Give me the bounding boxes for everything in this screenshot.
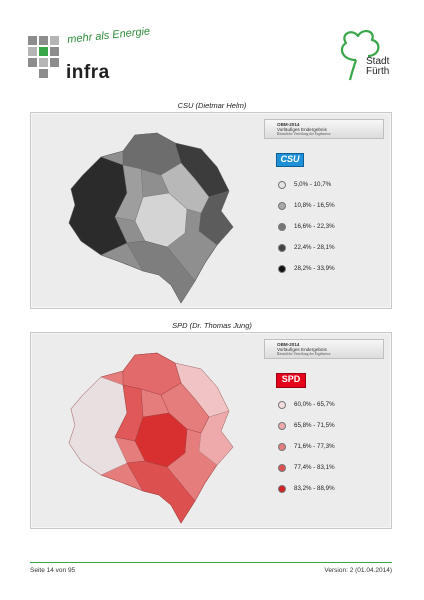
legend-swatch (278, 401, 286, 409)
page-number: Seite 14 von 95 (30, 567, 76, 574)
legend-swatch (278, 223, 286, 231)
legend-swatch (278, 181, 286, 189)
legend-subtitle: Vorläufiges Endergebnis (277, 347, 327, 352)
logo-square (39, 36, 48, 45)
district-map-csu (68, 132, 234, 304)
legend-label: 16,6% - 22,3% (294, 223, 335, 230)
district-west (68, 156, 128, 256)
legend-swatch (278, 202, 286, 210)
logo-square (28, 36, 37, 45)
document-version: Version: 2 (01.04.2014) (324, 567, 392, 574)
legend-header: OBM-2014 Vorläufiges Endergebnis Räumlic… (264, 119, 384, 139)
district-south (126, 240, 196, 304)
city-name: Stadt Fürth (366, 57, 389, 77)
legend-label: 83,2% - 88,9% (294, 485, 335, 492)
city-line-1: Stadt (366, 56, 390, 67)
logo-square (50, 47, 59, 56)
map-title-csu: CSU (Dietmar Helm) (177, 101, 247, 110)
legend-label: 71,6% - 77,3% (294, 443, 335, 450)
legend-label: 5,0% - 10,7% (294, 181, 332, 188)
legend-description: Räumliche Verteilung der Ergebnisse (277, 352, 331, 356)
district-inner-east (160, 382, 210, 434)
district-inner-east (160, 162, 210, 214)
legend-spd: OBM-2014 Vorläufiges Endergebnis Räumlic… (264, 339, 384, 524)
footer-divider (30, 562, 392, 563)
district-inner-west (114, 384, 144, 442)
map-panel-spd: OBM-2014 Vorläufiges Endergebnis Räumlic… (30, 332, 392, 529)
legend-description: Räumliche Verteilung der Ergebnisse (277, 132, 331, 136)
legend-header: OBM-2014 Vorläufiges Endergebnis Räumlic… (264, 339, 384, 359)
logo-square (39, 47, 48, 56)
district-inner-west (114, 164, 144, 222)
logo-square (50, 58, 59, 67)
legend-label: 60,0% - 65,7% (294, 401, 335, 408)
infra-slogan: mehr als Energie (66, 25, 151, 46)
legend-title: OBM-2014 (277, 122, 300, 127)
district-map-spd (68, 352, 234, 524)
legend-swatch (278, 422, 286, 430)
city-line-2: Fürth (366, 66, 390, 77)
legend-label: 10,8% - 16,5% (294, 202, 335, 209)
district-southeast (198, 190, 234, 246)
infra-logo: infra mehr als Energie (28, 25, 168, 92)
legend-subtitle: Vorläufiges Endergebnis (277, 127, 327, 132)
logo-square (50, 36, 59, 45)
legend-title: OBM-2014 (277, 342, 300, 347)
legend-swatch (278, 485, 286, 493)
party-badge-csu: CSU (276, 153, 304, 167)
district-west (68, 376, 128, 476)
infra-wordmark: infra (66, 62, 110, 83)
map-panel-csu: OBM-2014 Vorläufiges Endergebnis Räumlic… (30, 112, 392, 309)
cloverleaf-icon (340, 30, 380, 81)
logo-square (28, 47, 37, 56)
district-southeast (198, 410, 234, 466)
legend-swatch (278, 443, 286, 451)
logo-square (28, 58, 37, 67)
legend-swatch (278, 244, 286, 252)
legend-label: 77,4% - 83,1% (294, 464, 335, 471)
legend-csu: OBM-2014 Vorläufiges Endergebnis Räumlic… (264, 119, 384, 304)
logo-square (39, 58, 48, 67)
city-logo: Stadt Fürth (332, 26, 402, 90)
map-title-spd: SPD (Dr. Thomas Jung) (172, 321, 252, 330)
legend-label: 22,4% - 28,1% (294, 244, 335, 251)
party-badge-spd: SPD (276, 373, 306, 388)
district-south (126, 460, 196, 524)
logo-square (39, 69, 48, 78)
legend-swatch (278, 464, 286, 472)
legend-label: 65,8% - 71,5% (294, 422, 335, 429)
legend-swatch (278, 265, 286, 273)
legend-label: 28,2% - 33,9% (294, 265, 335, 272)
